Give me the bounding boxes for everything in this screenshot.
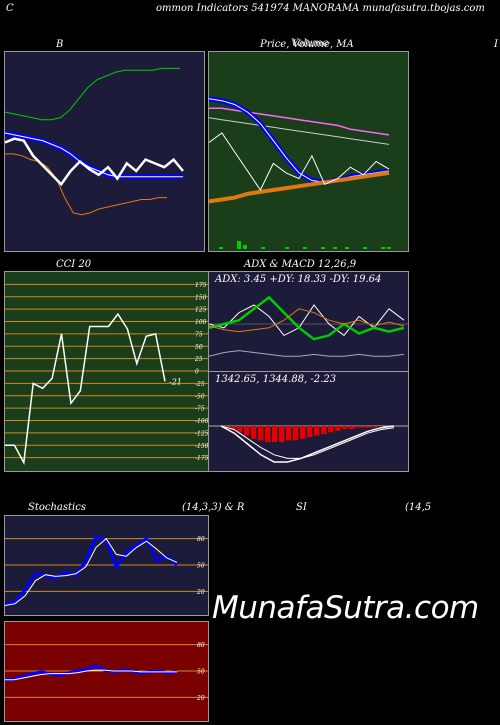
macd-histogram-bar [251,426,257,439]
volume-bar [381,247,385,249]
bollinger-panel [4,51,205,252]
volume-bar [219,247,223,249]
macd-histogram-bar [356,426,362,428]
price-title: Price, Volume, MA [260,39,354,50]
header-title: ommon Indicators 541974 MANORAMA munafas… [156,3,485,14]
adx-minus-di-line [209,308,405,333]
cci-tick-label: 100 [195,319,207,326]
volume-bar [237,241,241,249]
bb-middle-line [5,132,183,178]
macd-panel: 1342.65, 1344.88, -2.23 [208,371,409,472]
macd-histogram-bar [244,426,250,436]
rsi-line [5,664,178,682]
cci-tick-label: 125 [195,307,207,314]
adx-white-line [209,304,405,337]
adx-readout: ADX: 3.45 +DY: 18.33 -DY: 19.64 [215,274,382,285]
volume-bar [333,247,337,249]
cci-tick-label: 150 [195,294,207,301]
bb-upper-line [5,67,180,121]
stoch-title-mid: (14,3,3) & R [182,502,245,513]
rsi-params: (14,5 [405,502,432,513]
bb-title: B [56,39,64,50]
stoch-tick-label: 50 [197,563,205,570]
macd-histogram-bar [328,426,334,433]
macd-line [220,425,395,463]
ma-mid-line [209,117,390,145]
cci-tick-label: -175 [195,455,208,462]
macd-histogram-bar [377,426,383,427]
macd-histogram-bar [307,426,313,438]
rsi-tick-label: 20 [196,695,205,702]
cci-tick-label: 175 [195,282,207,289]
volume-bar [285,247,289,249]
macd-histogram-bar [286,426,292,441]
stochastics-panel: 80 50 20 [4,515,209,616]
volume-bar [261,247,265,249]
adx-panel: ADX: 3.45 +DY: 18.33 -DY: 19.64 [208,271,409,372]
macd-histogram-bar [321,426,327,434]
cci-line [5,312,166,466]
watermark: MunafaSutra.com [212,590,479,626]
stoch-k-line [5,534,178,607]
cci-tick-label: -75 [195,406,205,413]
macd-histogram-bar [293,426,299,441]
price-line [209,132,390,191]
macd-histogram-bar [363,426,369,428]
ma-long-line [209,107,390,136]
cci-tick-label: -25 [195,381,205,388]
cci-tick-label: -125 [195,430,208,437]
macd-histogram-bar [314,426,320,436]
macd-histogram-bar [300,426,306,439]
cci-tick-label: 75 [195,331,203,338]
volume-bar [345,247,349,249]
macd-histogram-bar [335,426,341,431]
ma-orange-band [209,170,390,204]
stoch-title-left: Stochastics [28,502,86,513]
rsi-tick-label: 80 [197,642,205,649]
rsi-tick-label: 50 [197,669,205,676]
rsi-title: SI [296,502,307,513]
rsi-signal-line [5,669,177,681]
volume-bar [303,247,307,249]
price-title-overlay: Volume [291,38,329,49]
cci-tick-label: -150 [195,443,208,450]
volume-bar [243,245,247,249]
cci-last-label: -21 [169,377,182,386]
cci-tick-label: 0 [195,369,199,376]
adx-line [209,350,405,357]
stoch-d-line [5,537,178,606]
volume-bar [387,247,391,249]
adx-macd-title: ADX & MACD 12,26,9 [244,259,357,270]
macd-histogram-bar [370,426,376,428]
stoch-tick-label: 20 [196,589,205,596]
header-left: C [6,3,14,14]
macd-histogram-bar [349,426,355,430]
volume-bar [321,247,325,249]
right-edge-title: I [494,39,498,50]
cci-tick-label: 25 [194,356,203,363]
price-panel [208,51,409,252]
cci-tick-label: 50 [195,344,203,351]
macd-histogram-bar [258,426,264,441]
cci-panel: 175 150 125 100 75 50 25 0 -25 -50 -75 -100 -125 -150… [4,271,209,472]
cci-tick-label: -50 [195,393,205,400]
cci-title: CCI 20 [56,259,92,270]
macd-signal-line [220,425,395,459]
cci-tick-label: -100 [195,418,208,425]
volume-bar [363,247,367,249]
macd-histogram-bar [230,426,236,430]
macd-readout: 1342.65, 1344.88, -2.23 [215,374,337,385]
macd-histogram-bar [272,426,278,442]
macd-histogram-bar [237,426,243,433]
macd-histogram-bar [342,426,348,430]
rsi-panel: 80 50 20 [4,621,209,722]
bb-lower-line [5,153,167,216]
bb-price-line [5,137,184,187]
macd-histogram-bar [279,426,285,442]
macd-histogram-bar [265,426,271,442]
adx-plus-di-line [209,295,405,341]
stoch-tick-label: 80 [197,536,205,543]
